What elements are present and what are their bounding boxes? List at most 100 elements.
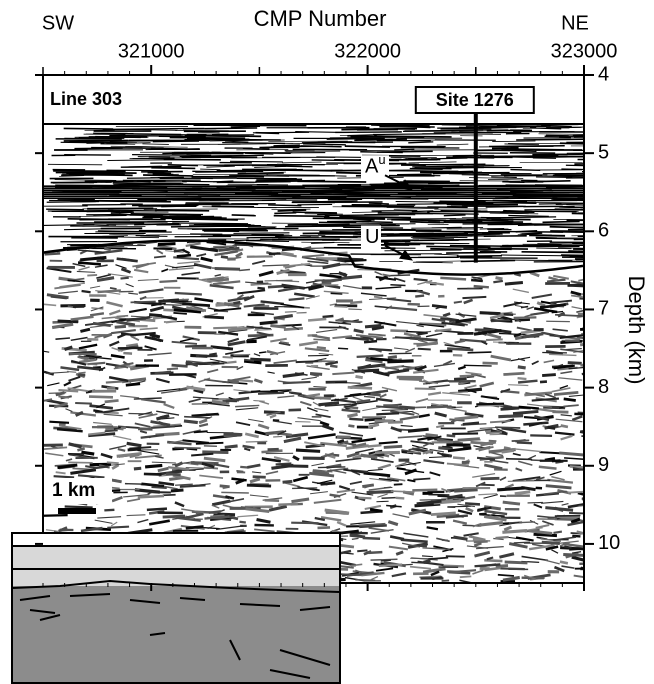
reflector bbox=[430, 247, 462, 251]
reflector bbox=[425, 433, 439, 438]
reflector bbox=[562, 173, 584, 175]
reflector bbox=[195, 441, 224, 445]
reflector bbox=[70, 359, 87, 366]
reflector bbox=[120, 276, 129, 280]
reflector bbox=[466, 545, 489, 549]
reflector bbox=[369, 297, 397, 301]
reflector bbox=[273, 456, 290, 462]
reflector bbox=[339, 215, 411, 219]
reflector bbox=[554, 313, 583, 318]
reflector bbox=[173, 308, 202, 314]
reflector bbox=[413, 277, 428, 282]
reflector bbox=[58, 388, 79, 393]
reflector bbox=[371, 325, 385, 331]
reflector bbox=[207, 229, 267, 231]
reflector bbox=[479, 125, 537, 129]
reflector bbox=[181, 508, 204, 514]
reflector bbox=[467, 428, 493, 433]
reflector bbox=[321, 424, 335, 431]
reflector bbox=[176, 253, 192, 258]
reflector bbox=[449, 244, 512, 247]
reflector bbox=[139, 430, 148, 434]
reflector bbox=[211, 504, 220, 509]
reflector bbox=[77, 365, 104, 371]
reflector bbox=[245, 239, 290, 242]
reflector bbox=[454, 415, 479, 421]
label-box bbox=[48, 478, 112, 504]
reflector bbox=[197, 131, 220, 134]
reflector bbox=[361, 571, 385, 577]
reflector bbox=[304, 284, 322, 289]
reflector bbox=[235, 251, 244, 258]
reflector bbox=[431, 226, 462, 229]
reflector bbox=[210, 514, 225, 518]
reflector bbox=[96, 276, 115, 283]
reflector bbox=[563, 404, 579, 408]
reflector bbox=[67, 387, 88, 393]
reflector bbox=[101, 315, 126, 320]
reflector bbox=[514, 304, 527, 308]
reflector bbox=[550, 231, 584, 234]
reflector bbox=[512, 476, 541, 482]
reflector bbox=[287, 223, 350, 226]
reflector bbox=[46, 293, 69, 300]
reflector bbox=[130, 300, 156, 304]
reflector bbox=[560, 348, 584, 353]
reflector bbox=[188, 398, 201, 403]
reflector bbox=[46, 371, 69, 374]
reflector bbox=[497, 317, 519, 321]
reflector bbox=[459, 374, 476, 378]
reflector bbox=[151, 461, 176, 464]
reflector bbox=[570, 517, 581, 524]
reflector bbox=[549, 225, 584, 229]
reflector bbox=[525, 391, 546, 398]
reflector bbox=[282, 161, 322, 164]
reflector bbox=[93, 409, 103, 414]
reflector bbox=[357, 363, 386, 370]
reflector bbox=[51, 322, 74, 330]
reflector bbox=[213, 512, 236, 517]
reflector bbox=[542, 520, 554, 526]
reflector bbox=[474, 550, 491, 558]
reflector bbox=[100, 452, 113, 459]
reflector bbox=[303, 143, 346, 146]
arrow-head bbox=[399, 179, 413, 191]
reflector bbox=[473, 284, 489, 289]
reflector bbox=[292, 475, 309, 483]
reflector bbox=[493, 279, 504, 284]
reflector bbox=[97, 516, 122, 519]
reflector bbox=[120, 395, 140, 399]
reflector bbox=[311, 334, 331, 340]
reflector bbox=[409, 336, 438, 342]
reflector bbox=[376, 150, 433, 153]
reflector bbox=[94, 334, 106, 339]
reflector bbox=[517, 379, 538, 384]
reflector bbox=[161, 268, 169, 273]
reflector bbox=[436, 513, 460, 519]
reflector bbox=[531, 360, 539, 366]
reflector bbox=[503, 371, 525, 376]
reflector bbox=[422, 567, 446, 574]
reflector bbox=[560, 414, 572, 417]
reflector bbox=[455, 313, 477, 317]
reflector bbox=[267, 371, 275, 374]
reflector bbox=[453, 300, 463, 304]
reflector bbox=[78, 371, 86, 374]
reflector bbox=[259, 351, 267, 354]
reflector bbox=[389, 535, 405, 541]
reflector bbox=[380, 365, 400, 371]
reflector bbox=[324, 508, 350, 515]
reflector bbox=[447, 446, 472, 453]
reflector bbox=[326, 137, 385, 140]
reflector bbox=[577, 312, 584, 316]
reflector bbox=[305, 295, 320, 300]
reflector bbox=[390, 329, 408, 333]
reflector bbox=[157, 466, 169, 473]
reflector bbox=[339, 440, 349, 445]
reflector bbox=[373, 295, 383, 299]
reflector bbox=[531, 293, 553, 300]
reflector bbox=[415, 294, 425, 298]
reflector bbox=[395, 496, 405, 500]
reflector bbox=[431, 304, 448, 309]
reflector bbox=[329, 493, 341, 498]
